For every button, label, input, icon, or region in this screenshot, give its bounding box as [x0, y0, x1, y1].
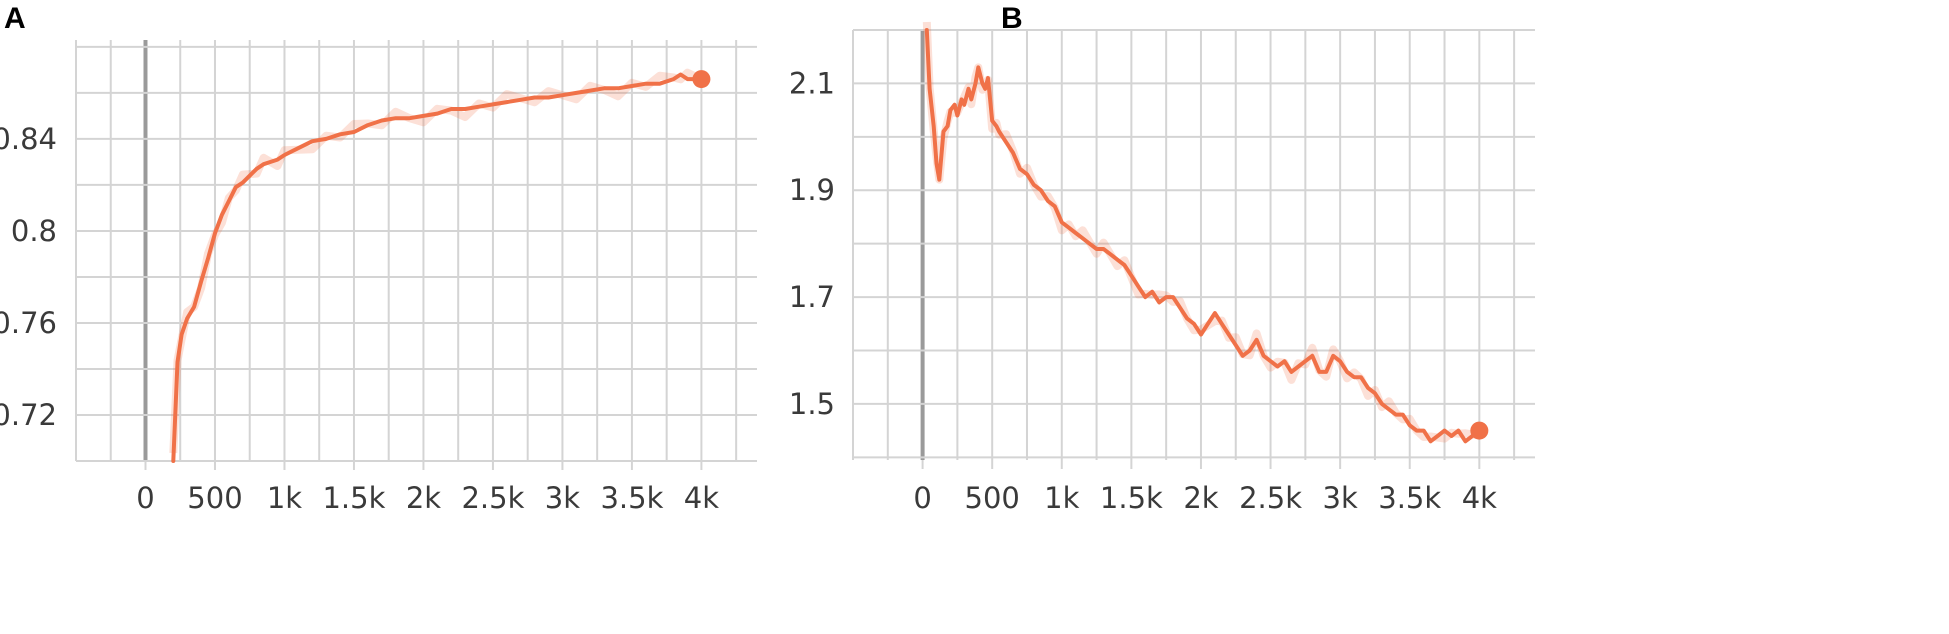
x-tick-label: 2k [1183, 481, 1218, 515]
x-tick-label: 500 [965, 481, 1020, 515]
x-tick-label: 4k [684, 481, 719, 515]
x-tick-label: 2.5k [461, 481, 524, 515]
raw-series-line [922, 21, 1480, 443]
raw-series-line [169, 68, 704, 454]
panel-label-a: A [4, 2, 26, 35]
x-tick-label: 500 [187, 481, 242, 515]
chart-panel-b: B 0 500 1k 1.5k 2k 2.5k 3k 3.5k 4k 2.1 1.9 1.7 1.5 [789, 2, 1535, 515]
x-tick-label: 3.5k [1378, 481, 1441, 515]
x-tick-label: 1k [1044, 481, 1079, 515]
chart-panel-a: A 0 500 1k 1.5k 2k 2.5k 3k 3.5k 4k 0.84 0.8 0.76 0.7… [0, 2, 757, 515]
y-tick-label: 0.84 [0, 122, 57, 156]
smoothed-series-line [171, 72, 704, 463]
x-tick-label: 1.5k [322, 481, 385, 515]
chart-b-ticks: 0 500 1k 1.5k 2k 2.5k 3k 3.5k 4k 2.1 1.9 1.7 1.5 [789, 66, 1497, 515]
x-tick-label: 3k [1323, 481, 1358, 515]
chart-a-series [169, 68, 711, 463]
x-tick-label: 2.5k [1239, 481, 1302, 515]
panel-label-b: B [1001, 2, 1023, 35]
chart-a-ticks: 0 500 1k 1.5k 2k 2.5k 3k 3.5k 4k 0.84 0.8 0.76 0.72 [0, 122, 719, 515]
y-tick-label: 2.1 [789, 66, 835, 100]
y-tick-label: 0.76 [0, 306, 57, 340]
x-tick-label: 2k [406, 481, 441, 515]
y-tick-label: 1.7 [789, 280, 835, 314]
y-tick-label: 1.9 [789, 173, 835, 207]
x-tick-label: 0 [136, 481, 154, 515]
x-tick-label: 4k [1462, 481, 1497, 515]
x-tick-label: 1.5k [1100, 481, 1163, 515]
last-point-marker[interactable] [692, 70, 711, 89]
smoothed-series-line [924, 28, 1482, 444]
x-tick-label: 1k [267, 481, 302, 515]
x-tick-label: 0 [913, 481, 931, 515]
y-tick-label: 1.5 [789, 387, 835, 421]
x-tick-label: 3k [545, 481, 580, 515]
last-point-marker[interactable] [1470, 421, 1489, 440]
x-tick-label: 3.5k [600, 481, 663, 515]
y-tick-label: 0.72 [0, 398, 57, 432]
y-tick-label: 0.8 [11, 214, 57, 248]
chart-b-series [922, 21, 1489, 444]
chart-b-grid [852, 29, 1535, 460]
